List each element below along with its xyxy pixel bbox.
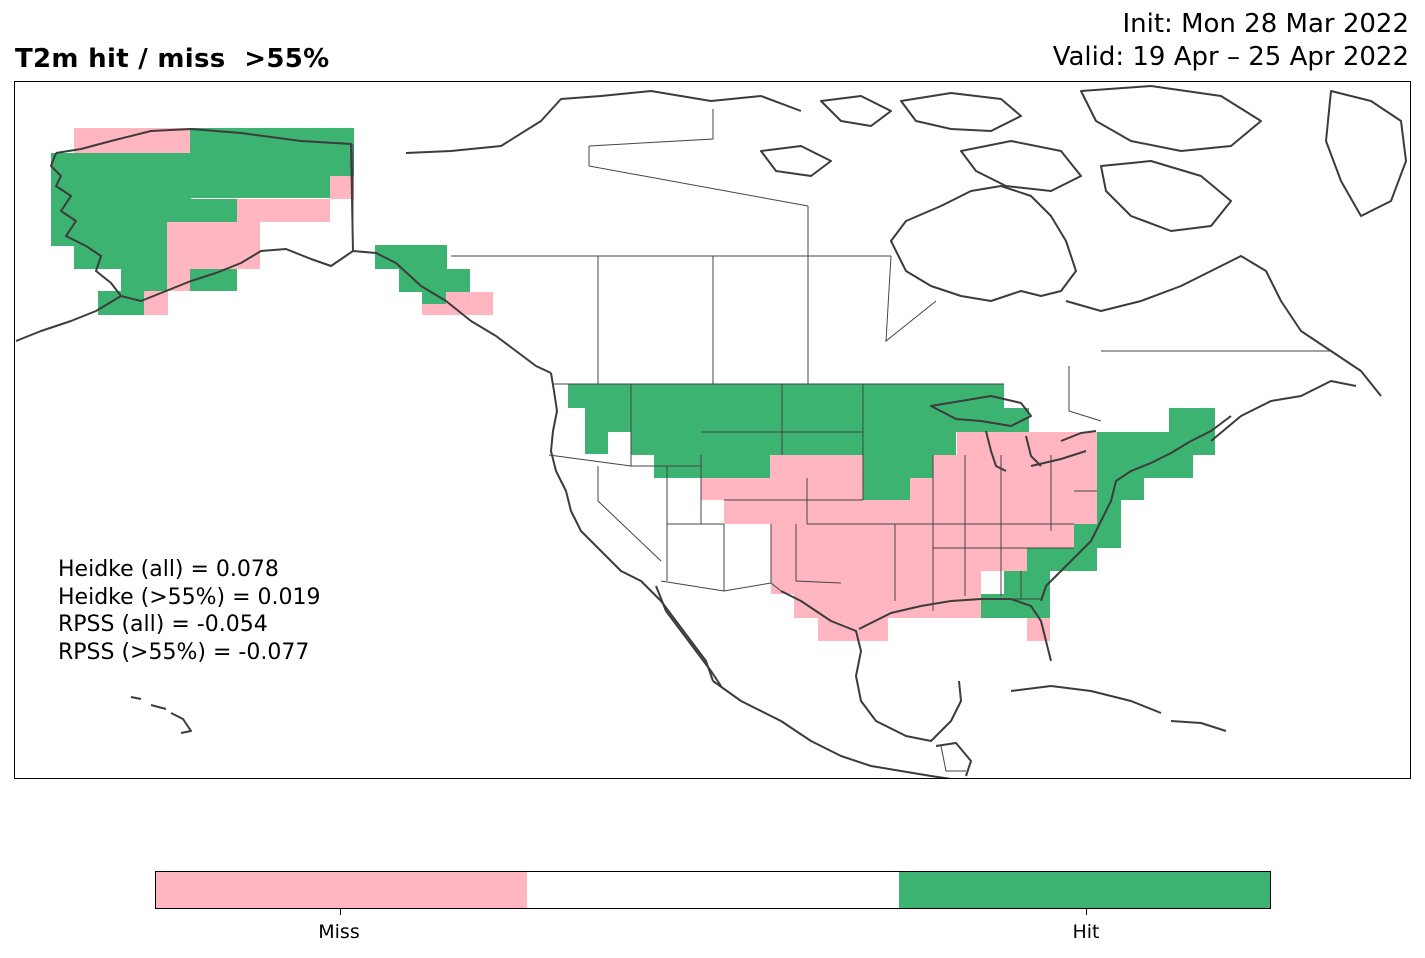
colorbar-tick-miss	[340, 909, 341, 915]
hit-cell	[1027, 548, 1097, 571]
colorbar-miss-segment	[156, 872, 528, 908]
verification-scores: Heidke (all) = 0.078 Heidke (>55%) = 0.0…	[58, 556, 321, 666]
hit-cell	[399, 269, 470, 292]
init-label: Init: Mon 28 Mar 2022	[1122, 9, 1409, 39]
hit-cell	[74, 246, 167, 269]
date-labels: Init: Mon 28 Mar 2022 Valid: 19 Apr – 25…	[1053, 8, 1409, 74]
hit-cell	[1097, 478, 1144, 500]
colorbar-hit-segment	[898, 872, 1270, 908]
hit-cell	[585, 408, 957, 432]
miss-cell	[330, 176, 354, 199]
colorbar-neutral-segment	[527, 872, 899, 908]
colorbar-label-hit: Hit	[1072, 921, 1100, 943]
hit-cell	[375, 245, 447, 269]
hit-cell	[1097, 500, 1121, 548]
hit-cell	[422, 292, 446, 304]
miss-cell	[724, 500, 1097, 524]
miss-cell	[771, 571, 981, 594]
hit-cell	[1097, 455, 1193, 478]
political-borders	[352, 109, 1331, 772]
miss-cell	[770, 455, 863, 478]
hit-cell	[863, 455, 933, 478]
map-frame	[14, 81, 1411, 779]
forecast-cells	[51, 128, 1215, 641]
coastlines	[15, 85, 1407, 778]
heidke-55: Heidke (>55%) = 0.019	[58, 584, 321, 610]
miss-cell	[910, 478, 1097, 500]
hit-cell	[654, 455, 770, 478]
heidke-all: Heidke (all) = 0.078	[58, 557, 279, 582]
miss-cell	[237, 199, 330, 222]
hit-cell	[190, 128, 354, 176]
miss-cell	[167, 269, 192, 291]
hit-cell	[1004, 571, 1050, 594]
hit-cell	[1169, 408, 1215, 432]
hit-cell	[1097, 432, 1215, 455]
rpss-all: RPSS (all) = -0.054	[58, 612, 268, 637]
hit-cell	[631, 432, 956, 455]
miss-cell	[167, 222, 260, 269]
hit-cell	[121, 269, 167, 291]
rpss-55: RPSS (>55%) = -0.077	[58, 639, 310, 665]
hit-cell	[190, 176, 330, 198]
hit-cell	[585, 432, 608, 454]
colorbar-tick-hit	[1086, 909, 1087, 915]
hit-cell	[98, 291, 145, 315]
valid-label: Valid: 19 Apr – 25 Apr 2022	[1052, 42, 1409, 72]
miss-cell	[771, 524, 1074, 548]
map-title: T2m hit / miss >55%	[15, 44, 330, 74]
miss-cell	[74, 128, 190, 153]
hit-cell	[190, 269, 237, 291]
colorbar	[155, 871, 1271, 909]
hit-cell	[863, 478, 910, 500]
miss-cell	[701, 478, 863, 500]
miss-cell	[933, 455, 1097, 478]
map-canvas	[15, 85, 1407, 778]
hit-cell	[981, 594, 1050, 618]
colorbar-label-miss: Miss	[318, 921, 360, 943]
hit-cell	[167, 199, 237, 222]
hit-cell	[568, 384, 1004, 408]
miss-cell	[1027, 618, 1050, 641]
miss-cell	[771, 548, 1027, 571]
